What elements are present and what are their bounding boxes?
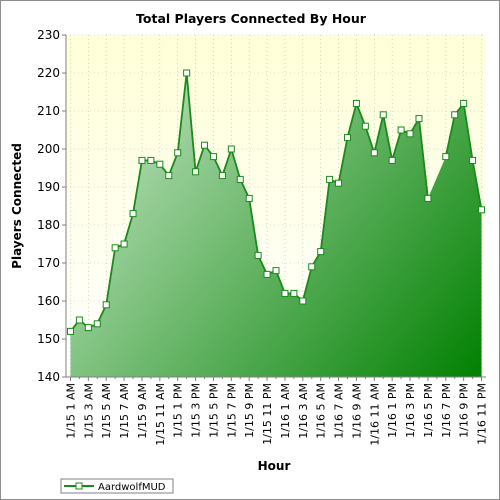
data-point-marker	[75, 316, 83, 324]
data-point-marker	[138, 156, 146, 164]
data-point-marker	[308, 263, 316, 271]
y-tick-label: 220	[37, 66, 60, 80]
y-tick-label: 170	[37, 256, 60, 270]
data-point-marker	[183, 69, 191, 77]
x-tick-label: 1/15 5 PM	[207, 383, 220, 438]
data-point-marker	[84, 324, 92, 332]
data-point-marker	[102, 301, 110, 309]
data-point-marker	[335, 179, 343, 187]
data-point-marker	[299, 297, 307, 305]
data-point-marker	[281, 289, 289, 297]
series-markers	[66, 69, 486, 335]
data-point-marker	[272, 267, 280, 275]
x-tick-label: 1/16 11 AM	[368, 383, 381, 446]
series-area-layer	[70, 73, 482, 377]
x-tick-label: 1/16 9 AM	[350, 383, 363, 439]
data-point-marker	[406, 130, 414, 138]
data-point-marker	[192, 168, 200, 176]
data-point-marker	[290, 289, 298, 297]
x-tick-label: 1/15 7 AM	[118, 383, 131, 439]
data-point-marker	[478, 206, 486, 214]
x-tick-label: 1/16 7 PM	[440, 383, 453, 438]
series-area-aardwolfmud	[70, 73, 482, 377]
x-tick-label: 1/16 5 PM	[422, 383, 435, 438]
data-point-marker	[379, 111, 387, 119]
y-tick-label: 160	[37, 294, 60, 308]
data-point-marker	[201, 141, 209, 149]
y-tick-label: 200	[37, 142, 60, 156]
x-tick-label: 1/16 11 PM	[476, 383, 489, 445]
y-tick-label: 150	[37, 332, 60, 346]
data-point-marker	[227, 145, 235, 153]
x-tick-label: 1/16 5 AM	[315, 383, 328, 439]
x-axis-title: Hour	[258, 459, 291, 473]
data-point-marker	[469, 156, 477, 164]
x-tick-label: 1/15 11 PM	[261, 383, 274, 445]
data-point-marker	[147, 156, 155, 164]
x-axis-ticks: 1/15 1 AM 1/15 3 AM 1/15 5 AM 1/15 7 AM 1/15…	[64, 377, 489, 446]
x-tick-label: 1/15 3 AM	[82, 383, 95, 439]
data-point-marker	[415, 115, 423, 123]
data-point-marker	[165, 172, 173, 180]
y-axis-ticks: 140 150 160 170 180 190 200 210 220 230	[37, 28, 66, 384]
data-point-marker	[388, 156, 396, 164]
data-point-marker	[451, 111, 459, 119]
x-tick-label: 1/15 3 PM	[190, 383, 203, 438]
x-tick-label: 1/16 3 AM	[297, 383, 310, 439]
x-tick-label: 1/15 9 PM	[243, 383, 256, 438]
legend-box	[60, 478, 174, 494]
data-point-marker	[236, 175, 244, 183]
data-point-marker	[129, 210, 137, 218]
legend-marker-icon	[75, 482, 83, 490]
legend-entry-aardwolfmud: AardwolfMUD	[98, 482, 166, 493]
x-tick-label: 1/15 1 PM	[172, 383, 185, 438]
data-point-marker	[263, 270, 271, 278]
data-point-marker	[245, 194, 253, 202]
x-tick-label: 1/16 7 AM	[333, 383, 346, 439]
data-point-marker	[460, 99, 468, 107]
x-tick-label: 1/15 1 AM	[64, 383, 77, 439]
y-tick-label: 190	[37, 180, 60, 194]
y-tick-label: 210	[37, 104, 60, 118]
y-axis-title: Players Connected	[10, 143, 24, 269]
data-point-marker	[218, 172, 226, 180]
x-tick-label: 1/15 7 PM	[225, 383, 238, 438]
data-point-marker	[361, 122, 369, 130]
data-point-marker	[424, 194, 432, 202]
data-point-marker	[174, 149, 182, 157]
data-point-marker	[66, 327, 74, 335]
data-point-marker	[442, 153, 450, 161]
data-point-marker	[120, 240, 128, 248]
data-point-marker	[317, 248, 325, 256]
data-point-marker	[156, 160, 164, 168]
data-point-marker	[93, 320, 101, 328]
data-point-marker	[343, 134, 351, 142]
data-point-marker	[111, 244, 119, 252]
legend: AardwolfMUD	[60, 478, 174, 494]
data-point-marker	[352, 99, 360, 107]
data-point-marker	[397, 126, 405, 134]
x-tick-label: 1/16 1 PM	[386, 383, 399, 438]
data-point-marker	[254, 251, 262, 259]
y-tick-label: 180	[37, 218, 60, 232]
x-tick-label: 1/15 11 AM	[154, 383, 167, 446]
y-tick-label: 140	[37, 370, 60, 384]
data-point-marker	[209, 153, 217, 161]
x-tick-label: 1/16 3 PM	[404, 383, 417, 438]
y-tick-label: 230	[37, 28, 60, 42]
chart-title: Total Players Connected By Hour	[136, 11, 367, 26]
x-tick-label: 1/16 1 AM	[279, 383, 292, 439]
x-tick-label: 1/15 9 AM	[136, 383, 149, 439]
x-tick-label: 1/16 9 PM	[458, 383, 471, 438]
x-tick-label: 1/15 5 AM	[100, 383, 113, 439]
data-point-marker	[326, 175, 334, 183]
data-point-marker	[370, 149, 378, 157]
